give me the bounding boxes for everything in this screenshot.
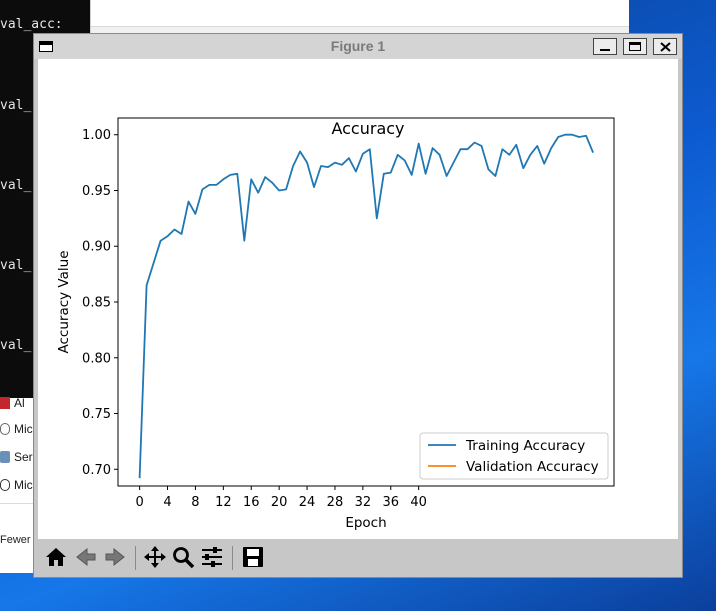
x-tick-label: 40 bbox=[410, 495, 427, 510]
y-tick-label: 0.75 bbox=[82, 407, 111, 422]
configure-subplots-button[interactable] bbox=[199, 544, 225, 570]
legend: Training Accuracy Validation Accuracy bbox=[419, 432, 609, 480]
close-icon bbox=[660, 42, 671, 52]
y-tick-label: 0.95 bbox=[82, 184, 111, 199]
terminal-line: val_acc: bbox=[0, 17, 63, 32]
background-window bbox=[90, 0, 629, 35]
save-button[interactable] bbox=[240, 544, 266, 570]
legend-box bbox=[419, 432, 609, 480]
plot-frame bbox=[117, 117, 615, 487]
legend-label-validation: Validation Accuracy bbox=[466, 459, 599, 475]
navigation-toolbar bbox=[38, 540, 678, 575]
zoom-button[interactable] bbox=[170, 544, 196, 570]
home-button[interactable] bbox=[43, 544, 69, 570]
pan-icon bbox=[144, 546, 166, 568]
home-icon bbox=[46, 548, 66, 566]
x-tick-label: 28 bbox=[327, 495, 344, 510]
x-tick-label: 0 bbox=[135, 495, 143, 510]
x-tick-label: 16 bbox=[243, 495, 260, 510]
terminal-line: val_ bbox=[0, 98, 32, 113]
list-item[interactable]: Ser bbox=[0, 448, 34, 468]
x-axis-label: Epoch bbox=[345, 515, 386, 531]
y-axis-label: Accuracy Value bbox=[56, 251, 72, 354]
gear-icon bbox=[0, 451, 10, 463]
window-icon[interactable] bbox=[39, 41, 53, 52]
x-tick-label: 24 bbox=[299, 495, 316, 510]
x-tick-label: 36 bbox=[382, 495, 399, 510]
y-tick-label: 0.90 bbox=[82, 240, 111, 255]
y-tick-label: 0.85 bbox=[82, 296, 111, 311]
x-tick-label: 32 bbox=[355, 495, 372, 510]
accuracy-chart: Accuracy 0.70 0.75 0.80 0.85 0.90 0.95 1.00 0 4… bbox=[56, 117, 615, 531]
back-button[interactable] bbox=[73, 544, 99, 570]
x-tick-label: 12 bbox=[215, 495, 232, 510]
prohibited-icon bbox=[0, 479, 10, 491]
save-icon bbox=[243, 547, 263, 567]
terminal-line: val_ bbox=[0, 178, 32, 193]
list-item[interactable]: Mic bbox=[0, 476, 34, 496]
y-tick-label: 0.70 bbox=[82, 463, 111, 478]
training-accuracy-line bbox=[138, 133, 594, 479]
x-tick-label: 4 bbox=[163, 495, 171, 510]
legend-label-training: Training Accuracy bbox=[465, 438, 585, 454]
y-tick-label: 1.00 bbox=[82, 128, 111, 143]
back-icon bbox=[76, 547, 96, 567]
window-title: Figure 1 bbox=[330, 38, 386, 54]
search-icon bbox=[0, 423, 10, 435]
y-tick-label: 0.80 bbox=[82, 351, 111, 366]
configure-icon bbox=[202, 547, 222, 567]
title-bar[interactable]: Figure 1 bbox=[34, 34, 682, 59]
pan-button[interactable] bbox=[142, 544, 168, 570]
list-item[interactable]: Al bbox=[0, 394, 34, 414]
list-item[interactable]: Mic bbox=[0, 420, 34, 440]
zoom-icon bbox=[173, 547, 195, 569]
app-icon bbox=[0, 397, 10, 409]
close-button[interactable] bbox=[653, 38, 677, 55]
minimize-button[interactable] bbox=[593, 38, 617, 55]
terminal-line: val_ bbox=[0, 258, 32, 273]
x-tick-label: 8 bbox=[191, 495, 199, 510]
background-explorer: Al Mic Ser Mic Fewer bbox=[0, 396, 34, 573]
figure-window[interactable]: Figure 1 Accuracy 0.70 0.75 0.80 0.85 0.90 0.… bbox=[33, 33, 683, 578]
x-tick-label: 20 bbox=[271, 495, 288, 510]
terminal-line: val_ bbox=[0, 338, 32, 353]
fewer-details-link[interactable]: Fewer bbox=[0, 534, 31, 546]
maximize-button[interactable] bbox=[623, 38, 647, 55]
chart-title: Accuracy bbox=[331, 119, 404, 138]
forward-button[interactable] bbox=[102, 544, 128, 570]
plot-canvas[interactable]: Accuracy 0.70 0.75 0.80 0.85 0.90 0.95 1.00 0 4… bbox=[38, 59, 678, 539]
forward-icon bbox=[105, 547, 125, 567]
